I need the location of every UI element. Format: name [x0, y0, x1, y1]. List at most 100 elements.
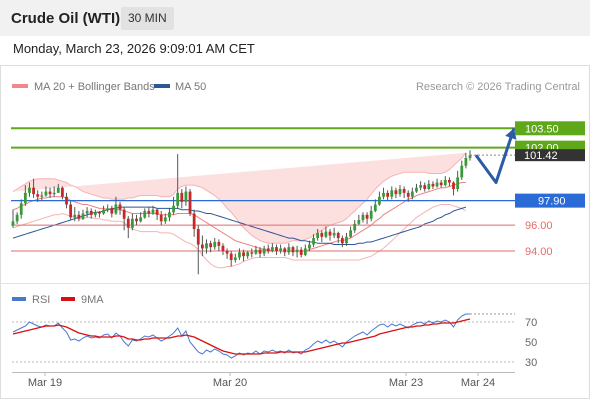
candle — [250, 248, 254, 258]
rsi-tick-label-1: 50 — [525, 337, 537, 349]
candle — [81, 209, 85, 220]
candle-body — [460, 165, 464, 178]
candle-body — [168, 212, 171, 218]
candle-body — [139, 217, 143, 222]
candle — [225, 248, 229, 259]
candle-body — [468, 155, 472, 158]
candle — [11, 209, 15, 228]
candle-body — [213, 241, 217, 248]
candle — [308, 240, 311, 251]
candle-body — [357, 220, 361, 224]
candle-body — [402, 189, 406, 193]
candle — [283, 247, 287, 257]
candle — [365, 212, 369, 224]
candle — [456, 170, 460, 192]
interval-button[interactable]: 30 MIN — [121, 7, 174, 30]
candle-body — [448, 179, 451, 183]
candle — [312, 234, 315, 248]
candle-body — [147, 210, 151, 214]
candle — [28, 182, 31, 197]
candle-body — [130, 218, 134, 228]
candle — [246, 251, 250, 259]
candle-body — [155, 209, 159, 215]
candle-body — [262, 248, 266, 254]
candle — [85, 207, 89, 218]
last-price-label: 101.42 — [524, 150, 558, 162]
level-lines — [11, 127, 515, 252]
candle — [65, 192, 68, 209]
candle — [439, 179, 443, 188]
candle-body — [340, 238, 344, 244]
candle-body — [386, 192, 390, 197]
candle — [229, 251, 233, 267]
candle — [238, 248, 241, 261]
candle-body — [217, 241, 221, 246]
candle — [287, 243, 291, 255]
candle — [316, 229, 320, 241]
candle — [353, 220, 357, 233]
candle-body — [398, 189, 402, 195]
candle-body — [324, 231, 328, 237]
candle-body — [48, 191, 52, 195]
candle — [386, 190, 390, 201]
legend-label-ma50: MA 50 — [175, 81, 206, 93]
candle — [254, 245, 258, 255]
candle-body — [336, 232, 340, 239]
candle-body — [369, 210, 373, 219]
candle — [373, 199, 377, 213]
candle — [242, 249, 245, 262]
candle — [205, 239, 208, 254]
candle — [324, 226, 328, 239]
candle-body — [15, 214, 19, 222]
last-price-label-bg — [515, 149, 585, 162]
candle-body — [143, 210, 147, 218]
candle — [357, 214, 361, 226]
candle — [382, 187, 385, 200]
candle — [44, 186, 48, 197]
candle-body — [73, 214, 77, 218]
projection-layer — [474, 127, 517, 184]
candle-body — [312, 238, 315, 245]
candle — [122, 207, 126, 231]
candle — [217, 239, 221, 251]
candle-body — [373, 204, 377, 211]
candle-body — [114, 204, 118, 214]
x-tick-label-1: Mar 20 — [213, 377, 247, 389]
candle-body — [61, 187, 64, 197]
candle-body — [291, 247, 295, 253]
legend-swatch-bollinger — [12, 84, 28, 88]
candle — [233, 253, 237, 263]
candle — [89, 208, 93, 219]
candle-body — [349, 230, 353, 237]
candle-body — [439, 182, 443, 186]
candle-body — [221, 245, 225, 251]
rsi-series-0 — [12, 313, 470, 359]
candle-body — [423, 185, 427, 189]
pivot-label-bg — [515, 193, 585, 208]
candle — [77, 210, 81, 222]
candle-body — [229, 253, 233, 261]
candle — [168, 208, 171, 222]
rsi-tick-label-2: 30 — [525, 357, 537, 369]
candle-body — [89, 210, 93, 215]
candle — [464, 152, 468, 169]
candle — [114, 196, 118, 215]
candle — [460, 160, 464, 180]
candle-body — [135, 218, 138, 222]
candle — [130, 213, 134, 231]
candle — [340, 235, 344, 248]
candle — [349, 226, 353, 239]
candle-body — [192, 213, 196, 230]
candle — [98, 210, 101, 218]
candle-body — [151, 209, 155, 214]
candle — [126, 216, 130, 239]
candle — [328, 229, 332, 241]
candle — [40, 191, 44, 201]
candle-body — [427, 183, 431, 189]
candle-body — [11, 221, 15, 226]
candle-body — [32, 187, 35, 195]
rsi-tick-label-0: 70 — [525, 317, 537, 329]
candle-body — [238, 252, 241, 258]
candle-body — [93, 212, 97, 215]
